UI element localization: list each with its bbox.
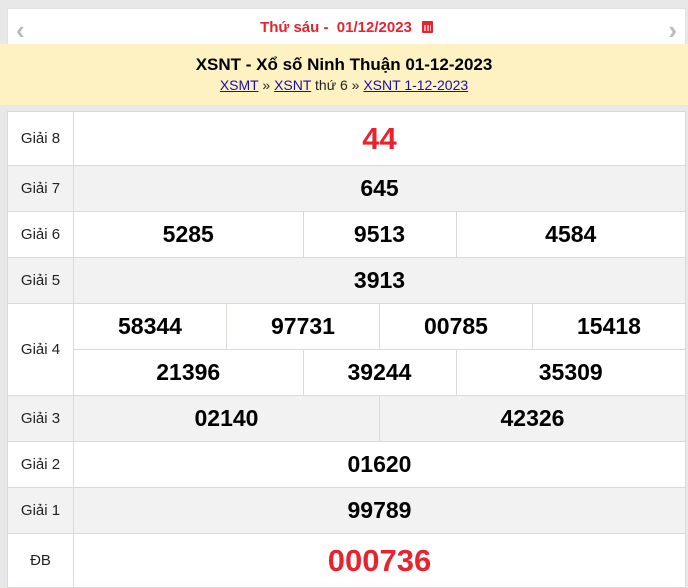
results-header: XSNT - Xổ số Ninh Thuận 01-12-2023 XSMT … <box>0 44 688 105</box>
results-table: Giải 8 44 Giải 7 645 Giải 6 5285 9513 4584 Gi… <box>7 111 686 588</box>
prize-value: 44 <box>73 111 686 166</box>
prize-value: 97731 <box>226 303 380 350</box>
prize-value: 15418 <box>532 303 686 350</box>
row-giai-5: Giải 5 3913 <box>7 257 686 304</box>
date-picker[interactable]: Thứ sáu - 01/12/2023 <box>260 19 433 36</box>
prize-value: 5285 <box>73 211 304 258</box>
prize-value: 35309 <box>455 349 686 396</box>
prize-value: 00785 <box>379 303 533 350</box>
row-giai-3: Giải 3 02140 42326 <box>7 395 686 442</box>
prize-value: 645 <box>73 165 686 212</box>
date-navigator: ‹ Thứ sáu - 01/12/2023 › <box>7 8 686 46</box>
row-dac-biet: ĐB 000736 <box>7 533 686 588</box>
row-giai-4: Giải 4 58344 97731 00785 15418 <box>7 303 686 396</box>
row-giai-4-b: 21396 39244 35309 <box>8 349 686 396</box>
chevron-right-icon[interactable]: › <box>668 15 677 45</box>
special-prize-value: 000736 <box>73 533 686 588</box>
row-giai-1: Giải 1 99789 <box>7 487 686 534</box>
prize-value: 02140 <box>73 395 380 442</box>
breadcrumb-xsmt[interactable]: XSMT <box>219 77 259 93</box>
chevron-left-icon[interactable]: ‹ <box>16 15 25 45</box>
prize-value: 39244 <box>302 349 457 396</box>
prize-value: 42326 <box>379 395 686 442</box>
breadcrumb: XSMT » XSNT thứ 6 » XSNT 1-12-2023 <box>219 77 469 93</box>
prize-value: 9513 <box>302 211 457 258</box>
prize-value: 3913 <box>73 257 686 304</box>
row-giai-6: Giải 6 5285 9513 4584 <box>7 211 686 258</box>
row-giai-7: Giải 7 645 <box>7 165 686 212</box>
calendar-icon[interactable] <box>421 21 433 33</box>
row-giai-2: Giải 2 01620 <box>7 441 686 488</box>
row-giai-8: Giải 8 44 <box>7 111 686 166</box>
prize-value: 4584 <box>455 211 686 258</box>
breadcrumb-xsnt-date[interactable]: XSNT 1-12-2023 <box>363 77 469 93</box>
prize-value: 99789 <box>73 487 686 534</box>
prize-value: 01620 <box>73 441 686 488</box>
prize-value: 58344 <box>73 303 227 350</box>
breadcrumb-xsnt[interactable]: XSNT <box>274 77 312 93</box>
page-title: XSNT - Xổ số Ninh Thuận 01-12-2023 <box>195 55 493 74</box>
prize-value: 21396 <box>73 349 304 396</box>
